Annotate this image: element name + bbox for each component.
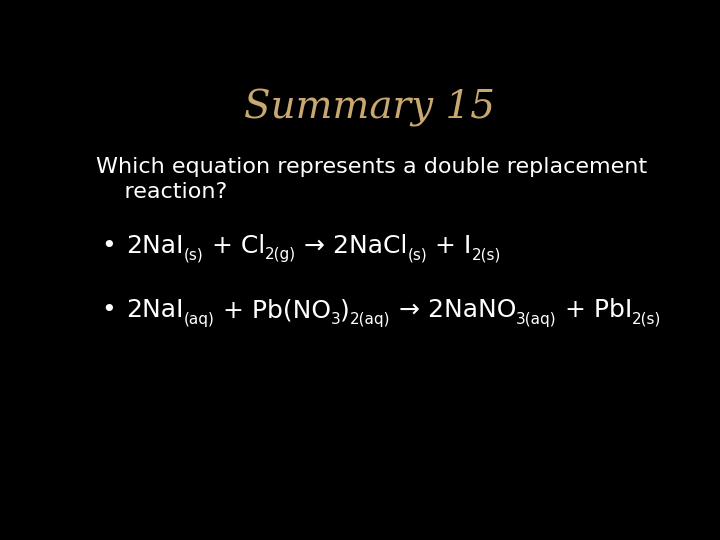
Text: 2(s): 2(s) (472, 247, 501, 262)
Text: Summary 15: Summary 15 (243, 90, 495, 127)
Text: Which equation represents a double replacement: Which equation represents a double repla… (96, 157, 647, 177)
Text: 3: 3 (330, 312, 341, 327)
Text: (aq): (aq) (184, 312, 215, 327)
Text: reaction?: reaction? (96, 181, 227, 201)
Text: •: • (101, 234, 116, 258)
Text: (s): (s) (184, 247, 204, 262)
Text: ): ) (341, 298, 350, 322)
Text: → 2NaNO: → 2NaNO (391, 298, 516, 322)
Text: 2NaI: 2NaI (126, 234, 184, 258)
Text: + I: + I (427, 234, 472, 258)
Text: •: • (101, 298, 116, 322)
Text: 2(s): 2(s) (632, 312, 662, 327)
Text: → 2NaCl: → 2NaCl (296, 234, 408, 258)
Text: 2(aq): 2(aq) (350, 312, 391, 327)
Text: + PbI: + PbI (557, 298, 632, 322)
Text: (s): (s) (408, 247, 427, 262)
Text: + Cl: + Cl (204, 234, 265, 258)
Text: + Pb(NO: + Pb(NO (215, 298, 330, 322)
Text: 3(aq): 3(aq) (516, 312, 557, 327)
Text: 2NaI: 2NaI (126, 298, 184, 322)
Text: 2(g): 2(g) (265, 247, 296, 262)
